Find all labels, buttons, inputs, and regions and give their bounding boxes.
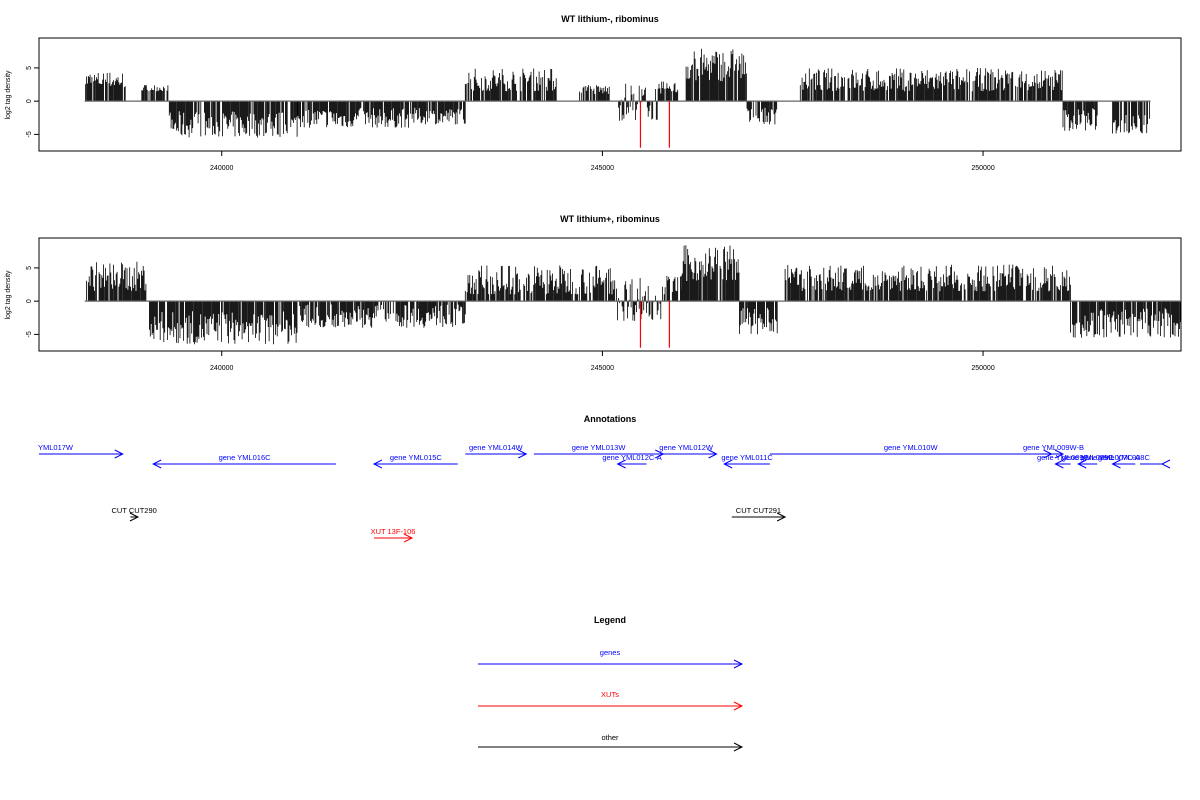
annotation-feature: gene YML008C bbox=[1098, 453, 1151, 469]
feature-label: XUT 13F-106 bbox=[371, 527, 416, 536]
feature-label: YML017W bbox=[38, 443, 74, 452]
feature-arrow-head bbox=[114, 449, 124, 459]
y-ticks: -5 0 5 bbox=[26, 66, 39, 137]
annotation-feature: XUT 13F-106 bbox=[371, 527, 416, 543]
panel-title: WT lithium+, ribominus bbox=[560, 214, 660, 224]
feature-arrow-head bbox=[129, 512, 140, 522]
feature-label: gene YML009C bbox=[1062, 453, 1115, 462]
feature-arrow-head bbox=[152, 459, 162, 469]
annotation-feature: gene YML009C bbox=[1037, 453, 1090, 469]
feature-arrow-head bbox=[723, 459, 733, 469]
legend-label: other bbox=[601, 733, 619, 742]
feature-arrow-head bbox=[1111, 459, 1121, 469]
annotation-feature: gene YML012C-A bbox=[602, 453, 662, 469]
annotation-feature: gene YML011C bbox=[721, 453, 773, 469]
feature-label: CUT CUT291 bbox=[736, 506, 781, 515]
annotation-feature: gene YML010W bbox=[769, 443, 1053, 459]
track-bars bbox=[86, 245, 1181, 345]
plot-frame bbox=[38, 37, 1182, 152]
feature-arrow-head bbox=[372, 459, 383, 469]
feature-arrow-head bbox=[776, 512, 787, 522]
y-tick-label: 5 bbox=[26, 66, 33, 70]
annotation-feature: YML017W bbox=[38, 443, 124, 459]
y-tick-label: -5 bbox=[26, 131, 33, 137]
annotations-title: Annotations bbox=[584, 414, 637, 424]
annotation-feature: CUT CUT291 bbox=[731, 506, 787, 522]
feature-label: gene YML010W bbox=[884, 443, 939, 452]
legend-item-other: other bbox=[478, 733, 744, 752]
highlight-marks bbox=[639, 301, 670, 348]
feature-label: gene YML013W bbox=[572, 443, 627, 452]
legend-arrow-head bbox=[733, 659, 744, 669]
y-tick-label: 0 bbox=[26, 299, 33, 303]
feature-label: gene YML009W-B bbox=[1023, 443, 1084, 452]
density-bars bbox=[86, 245, 1181, 345]
feature-arrow-head bbox=[1160, 459, 1171, 469]
legend-item-genes: genes bbox=[478, 648, 744, 669]
annotation-feature: gene YML009C bbox=[1062, 453, 1115, 469]
annotation-feature: gene YML012W bbox=[655, 443, 718, 459]
feature-label: CUT CUT290 bbox=[112, 506, 157, 515]
annotation-feature: gene YML009W-B bbox=[1023, 443, 1084, 459]
y-axis-label: log2 tag density bbox=[5, 270, 12, 320]
feature-arrow-head bbox=[708, 449, 718, 459]
legend-arrow-head bbox=[733, 742, 744, 752]
feature-label: gene YML012C-A bbox=[602, 453, 661, 462]
y-axis-label: log2 tag density bbox=[5, 70, 12, 120]
feature-arrow-head bbox=[403, 533, 414, 543]
feature-label: gene YML015C bbox=[390, 453, 443, 462]
x-tick-label: 245000 bbox=[591, 165, 614, 172]
legend-label: XUTs bbox=[601, 690, 619, 699]
feature-arrow-head bbox=[1054, 459, 1064, 469]
x-ticks: 240000 245000 250000 bbox=[210, 151, 995, 172]
feature-label: gene YML009C bbox=[1037, 453, 1090, 462]
annotation-feature: CUT CUT290 bbox=[112, 506, 157, 522]
y-tick-label: 0 bbox=[26, 99, 33, 103]
x-tick-label: 240000 bbox=[210, 165, 233, 172]
legend-title: Legend bbox=[594, 615, 626, 625]
legend: Legend genes XUTs other bbox=[478, 615, 744, 752]
density-bars bbox=[85, 48, 1150, 138]
y-tick-label: 5 bbox=[26, 266, 33, 270]
feature-label: gene YML008C bbox=[1098, 453, 1151, 462]
track-bars bbox=[85, 48, 1150, 138]
feature-label: gene YML011C bbox=[721, 453, 773, 462]
x-tick-label: 250000 bbox=[971, 165, 994, 172]
y-ticks: -5 0 5 bbox=[26, 266, 39, 337]
x-tick-label: 250000 bbox=[971, 365, 994, 372]
highlight-marks bbox=[639, 101, 670, 148]
annotation-features: YML017W gene YML016C gene YML015C gene YML0… bbox=[38, 443, 1171, 543]
track-panel-lithium-plus: WT lithium+, ribominus log2 tag density … bbox=[5, 214, 1182, 372]
feature-label: gene YML007C-A bbox=[1081, 453, 1140, 462]
annotation-feature: gene YML016C bbox=[152, 453, 336, 469]
legend-arrow-head bbox=[733, 701, 744, 711]
x-ticks: 240000 245000 250000 bbox=[210, 351, 995, 372]
plot-frame bbox=[38, 237, 1182, 352]
feature-arrow-head bbox=[616, 459, 626, 469]
feature-arrow-head bbox=[1077, 459, 1087, 469]
feature-label: gene YML014W bbox=[469, 443, 524, 452]
annotation-feature: gene YML015C bbox=[372, 453, 458, 469]
feature-label: gene YML016C bbox=[219, 453, 272, 462]
x-tick-label: 245000 bbox=[591, 365, 614, 372]
feature-arrow-head bbox=[518, 449, 528, 459]
y-tick-label: -5 bbox=[26, 331, 33, 337]
feature-arrow-head bbox=[1054, 449, 1065, 459]
x-tick-label: 240000 bbox=[210, 365, 233, 372]
panel-title: WT lithium-, ribominus bbox=[561, 14, 659, 24]
annotation-feature: gene YML007C-A bbox=[1081, 453, 1171, 469]
feature-label: gene YML012W bbox=[659, 443, 714, 452]
legend-label: genes bbox=[600, 648, 621, 657]
legend-item-xuts: XUTs bbox=[478, 690, 744, 711]
annotations-panel: Annotations YML017W gene YML016C gene YML0… bbox=[38, 414, 1171, 543]
track-panel-lithium-minus: WT lithium-, ribominus log2 tag density … bbox=[5, 14, 1182, 172]
annotation-feature: gene YML014W bbox=[465, 443, 528, 459]
